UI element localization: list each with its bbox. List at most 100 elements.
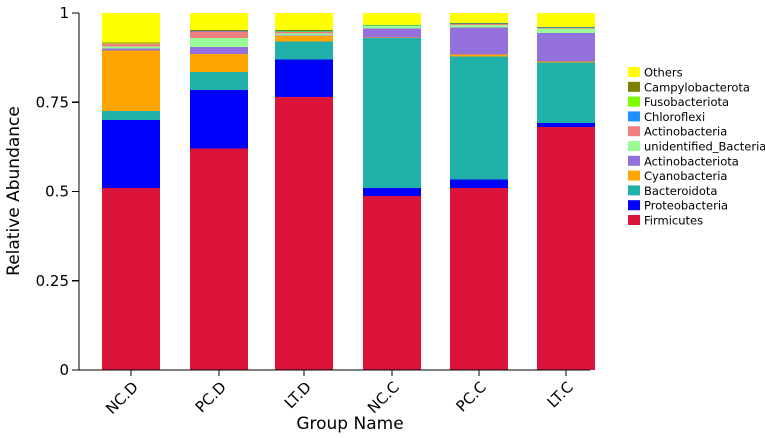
bar-segment-cyanobacteria — [363, 37, 421, 38]
x-tick-label: LT.C — [544, 378, 577, 411]
y-tick-label: 0.25 — [36, 272, 69, 290]
y-tick-label: 0.75 — [36, 93, 69, 111]
bar-segment-cyanobacteria — [102, 50, 160, 112]
bar-segment-fusobacteriota — [275, 30, 333, 32]
y-tick-label: 0 — [59, 361, 69, 379]
legend-swatch — [628, 200, 640, 211]
bar-segment-bacteroidota — [102, 111, 160, 121]
legend-item: unidentified_Bacteria — [628, 140, 765, 154]
y-axis-title: Relative Abundance — [4, 106, 24, 276]
legend-label: Proteobacteria — [644, 199, 728, 213]
bar-segment-actinobacteriota — [363, 28, 421, 38]
legend-swatch — [628, 185, 640, 196]
legend-swatch — [628, 96, 640, 107]
bar-segment-cyanobacteria — [450, 54, 508, 57]
bar-segment-proteobacteria — [190, 89, 248, 149]
bar-segment-cyanobacteria — [537, 61, 595, 63]
bar-segment-actinobacteriota — [275, 35, 333, 37]
legend-swatch — [628, 155, 640, 166]
bar-segment-unidentified-bacteria — [537, 28, 595, 33]
legend-item: Actinobacteriota — [628, 154, 739, 168]
legend-label: Actinobacteriota — [644, 154, 739, 168]
legend-item: Campylobacterota — [628, 80, 750, 94]
y-ticks: 0 0.25 0.5 0.75 1 — [36, 4, 79, 379]
legend-item: Proteobacteria — [628, 199, 728, 213]
bar-stack-lt-c — [537, 13, 595, 371]
bar-segment-others — [102, 13, 160, 43]
legend-item: Others — [628, 66, 683, 80]
bar-stack-pc-c — [450, 13, 508, 370]
bar-segment-firmicutes — [537, 127, 595, 371]
bar-segment-actinobacteria — [537, 27, 595, 29]
bar-segment-actinobacteria — [102, 43, 160, 47]
bar-segment-actinobacteriota — [537, 32, 595, 62]
bar-segment-proteobacteria — [275, 59, 333, 97]
bar-segment-firmicutes — [102, 187, 160, 370]
bar-segment-campylobacterota — [102, 42, 160, 43]
x-tick-label: PC.D — [192, 378, 230, 416]
bar-segment-proteobacteria — [363, 187, 421, 197]
bars-layer — [102, 13, 595, 371]
bar-segment-bacteroidota — [190, 71, 248, 90]
bar-segment-campylobacterota — [190, 30, 248, 31]
legend-swatch — [628, 170, 640, 181]
bar-segment-unidentified-bacteria — [450, 24, 508, 28]
bar-stack-nc-c — [363, 13, 421, 370]
legend-label: Others — [644, 66, 683, 80]
bar-segment-unidentified-bacteria — [190, 37, 248, 47]
bar-segment-proteobacteria — [102, 120, 160, 188]
bar-stack-lt-d — [275, 13, 333, 371]
bar-segment-proteobacteria — [537, 122, 595, 128]
bar-segment-others — [450, 13, 508, 23]
bar-segment-actinobacteria — [275, 31, 333, 34]
bar-segment-bacteroidota — [275, 41, 333, 60]
bar-segment-cyanobacteria — [275, 36, 333, 42]
bar-segment-unidentified-bacteria — [363, 26, 421, 29]
bar-segment-bacteroidota — [537, 62, 595, 123]
legend-item: Bacteroidota — [628, 184, 717, 198]
bar-segment-unidentified-bacteria — [275, 33, 333, 36]
legend: OthersCampylobacterotaFusobacteriotaChlo… — [628, 66, 765, 228]
x-tick-label: PC.C — [453, 378, 490, 415]
bar-segment-campylobacterota — [275, 30, 333, 31]
legend-label: Fusobacteriota — [644, 95, 729, 109]
x-tick-label: NC.C — [364, 378, 403, 417]
bar-segment-actinobacteriota — [102, 48, 160, 51]
bar-segment-others — [275, 13, 333, 31]
bar-segment-others — [363, 13, 421, 25]
bar-segment-actinobacteriota — [450, 27, 508, 55]
legend-swatch — [628, 81, 640, 92]
legend-label: Campylobacterota — [644, 80, 750, 94]
bar-segment-others — [537, 13, 595, 27]
bar-segment-bacteroidota — [363, 37, 421, 188]
bar-segment-firmicutes — [450, 187, 508, 370]
legend-swatch — [628, 111, 640, 122]
legend-swatch — [628, 215, 640, 225]
legend-label: unidentified_Bacteria — [644, 140, 765, 154]
legend-item: Actinobacteria — [628, 125, 727, 139]
legend-label: Actinobacteria — [644, 125, 727, 139]
bar-segment-firmicutes — [363, 196, 421, 370]
legend-item: Fusobacteriota — [628, 95, 729, 109]
x-tick-labels: NC.D PC.D LT.D NC.C PC.C LT.C — [102, 370, 577, 418]
bar-segment-firmicutes — [275, 96, 333, 371]
legend-item: Cyanobacteria — [628, 169, 727, 183]
y-tick-label: 1 — [59, 4, 69, 22]
bar-stack-pc-d — [190, 13, 248, 370]
y-tick-label: 0.5 — [45, 183, 69, 201]
legend-label: Chloroflexi — [644, 110, 705, 124]
bar-segment-proteobacteria — [450, 179, 508, 188]
bar-segment-bacteroidota — [450, 56, 508, 180]
x-axis-title: Group Name — [296, 414, 403, 434]
bar-segment-firmicutes — [190, 148, 248, 370]
x-tick-label: NC.D — [102, 378, 142, 418]
bar-segment-cyanobacteria — [190, 54, 248, 72]
legend-label: Cyanobacteria — [644, 169, 727, 183]
legend-item: Firmicutes — [628, 214, 703, 228]
bar-segment-actinobacteriota — [190, 46, 248, 55]
legend-label: Bacteroidota — [644, 184, 717, 198]
legend-item: Chloroflexi — [628, 110, 705, 124]
legend-label: Firmicutes — [644, 214, 703, 228]
